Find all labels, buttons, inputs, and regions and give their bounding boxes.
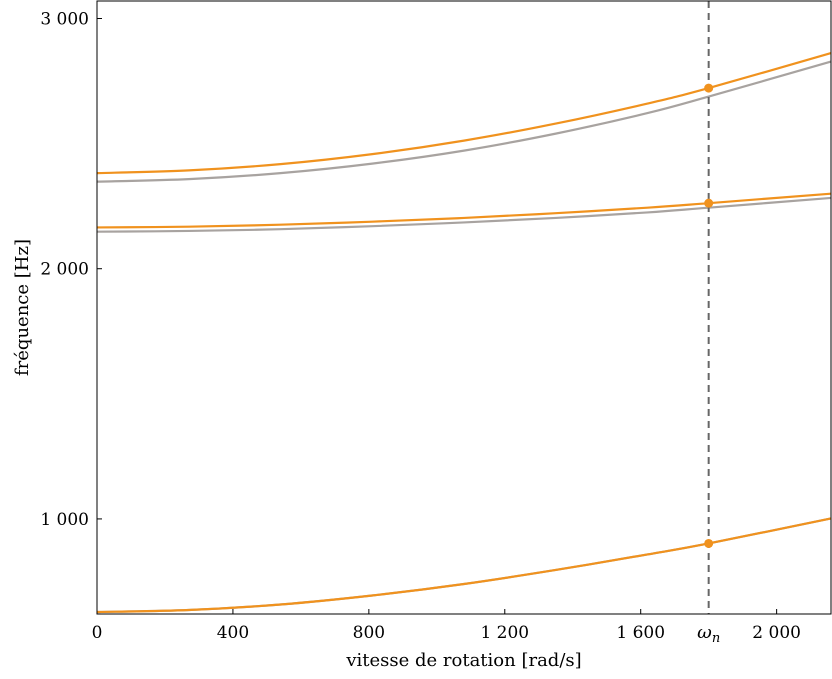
plot-frame [96,0,832,615]
x-tick-label: 2 000 [752,623,801,643]
y-tick-label: 3 000 [40,10,89,30]
series-line-2-gray [96,60,832,183]
series-line-3-orange [96,192,832,229]
x-tick-label: 400 [217,623,249,643]
ticks-layer: 0 400 800 1 200 1 600 2 000 1 000 2 000 3 000 ωn [40,10,801,646]
x-tick-label: 1 600 [616,623,665,643]
x-tick-label: 1 200 [480,623,529,643]
y-tick-label: 2 000 [40,260,89,280]
operating-point-2 [704,198,714,208]
operating-point-1 [704,83,714,93]
y-tick-label: 1 000 [40,510,89,530]
x-axis-label: vitesse de rotation [rad/s] [345,650,581,671]
points-layer [704,83,714,548]
series-line-5-gray [96,517,832,614]
x-tick-label: 0 [92,623,103,643]
operating-point-3 [704,538,714,548]
series-line-6-orange [96,517,832,614]
series-line-1-orange [96,51,832,175]
y-axis-label: fréquence [Hz] [12,239,33,376]
series-layer [96,51,832,614]
x-tick-label: 800 [353,623,385,643]
omega-n-tick-label: ωn [697,622,720,646]
series-line-4-gray [96,196,832,233]
omega-n-subscript: n [712,631,720,646]
